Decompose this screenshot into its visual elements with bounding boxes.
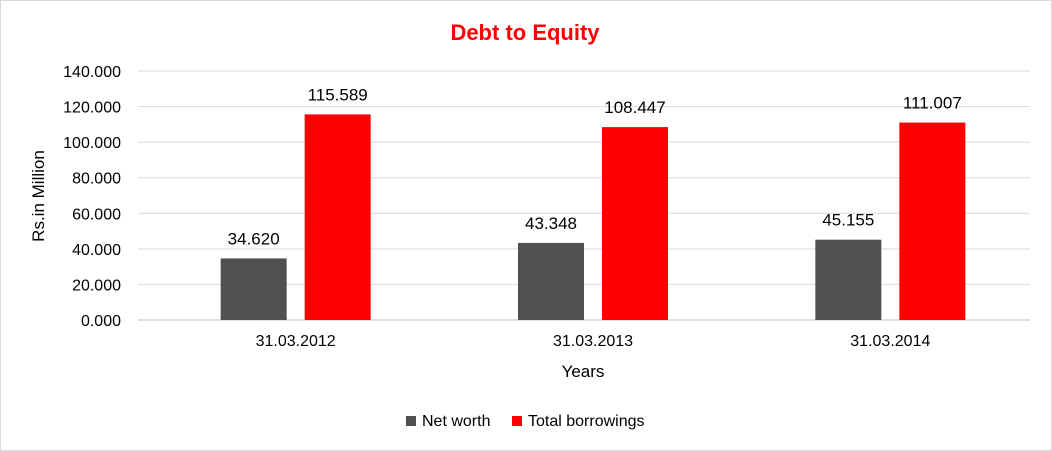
y-axis-label: Rs.in Million xyxy=(29,150,48,242)
data-label: 111.007 xyxy=(903,94,962,113)
bar-net-worth xyxy=(220,258,287,320)
legend-label: Net worth xyxy=(422,413,490,430)
bar-total-borrowings xyxy=(304,114,371,320)
data-label: 108.447 xyxy=(604,98,665,117)
bar-total-borrowings xyxy=(602,127,668,320)
y-tick-label: 100.000 xyxy=(63,135,121,152)
bar-net-worth xyxy=(815,239,882,320)
x-tick-label: 31.03.2013 xyxy=(553,333,633,350)
legend-swatch xyxy=(406,416,416,426)
y-tick-label: 80.000 xyxy=(72,171,121,188)
legend: Net worth Total borrowings xyxy=(406,413,645,430)
bar-net-worth xyxy=(518,242,584,320)
data-label: 43.348 xyxy=(525,214,577,233)
y-axis-ticks: 0.000 20.000 40.000 60.000 80.000 100.000 120.… xyxy=(63,64,121,330)
legend-swatch xyxy=(512,416,522,426)
y-tick-label: 60.000 xyxy=(72,206,121,223)
x-axis-label: Years xyxy=(562,362,605,381)
legend-label: Total borrowings xyxy=(528,413,645,430)
data-label: 115.589 xyxy=(308,85,368,104)
x-tick-label: 31.03.2012 xyxy=(256,333,336,350)
y-tick-label: 0.000 xyxy=(81,313,121,330)
x-tick-label: 31.03.2014 xyxy=(850,333,930,350)
bar-total-borrowings xyxy=(899,122,966,320)
y-tick-label: 20.000 xyxy=(72,277,121,294)
y-tick-label: 40.000 xyxy=(72,242,121,259)
x-axis-ticks: 31.03.2012 31.03.2013 31.03.2014 xyxy=(256,333,931,350)
y-tick-label: 140.000 xyxy=(63,64,121,81)
data-labels: 34.620 115.589 43.348 108.447 45.155 111.007 xyxy=(228,85,962,248)
data-label: 34.620 xyxy=(228,229,280,248)
y-tick-label: 120.000 xyxy=(63,100,121,117)
bars xyxy=(220,114,966,320)
data-label: 45.155 xyxy=(822,211,874,230)
chart-title: Debt to Equity xyxy=(450,20,600,45)
